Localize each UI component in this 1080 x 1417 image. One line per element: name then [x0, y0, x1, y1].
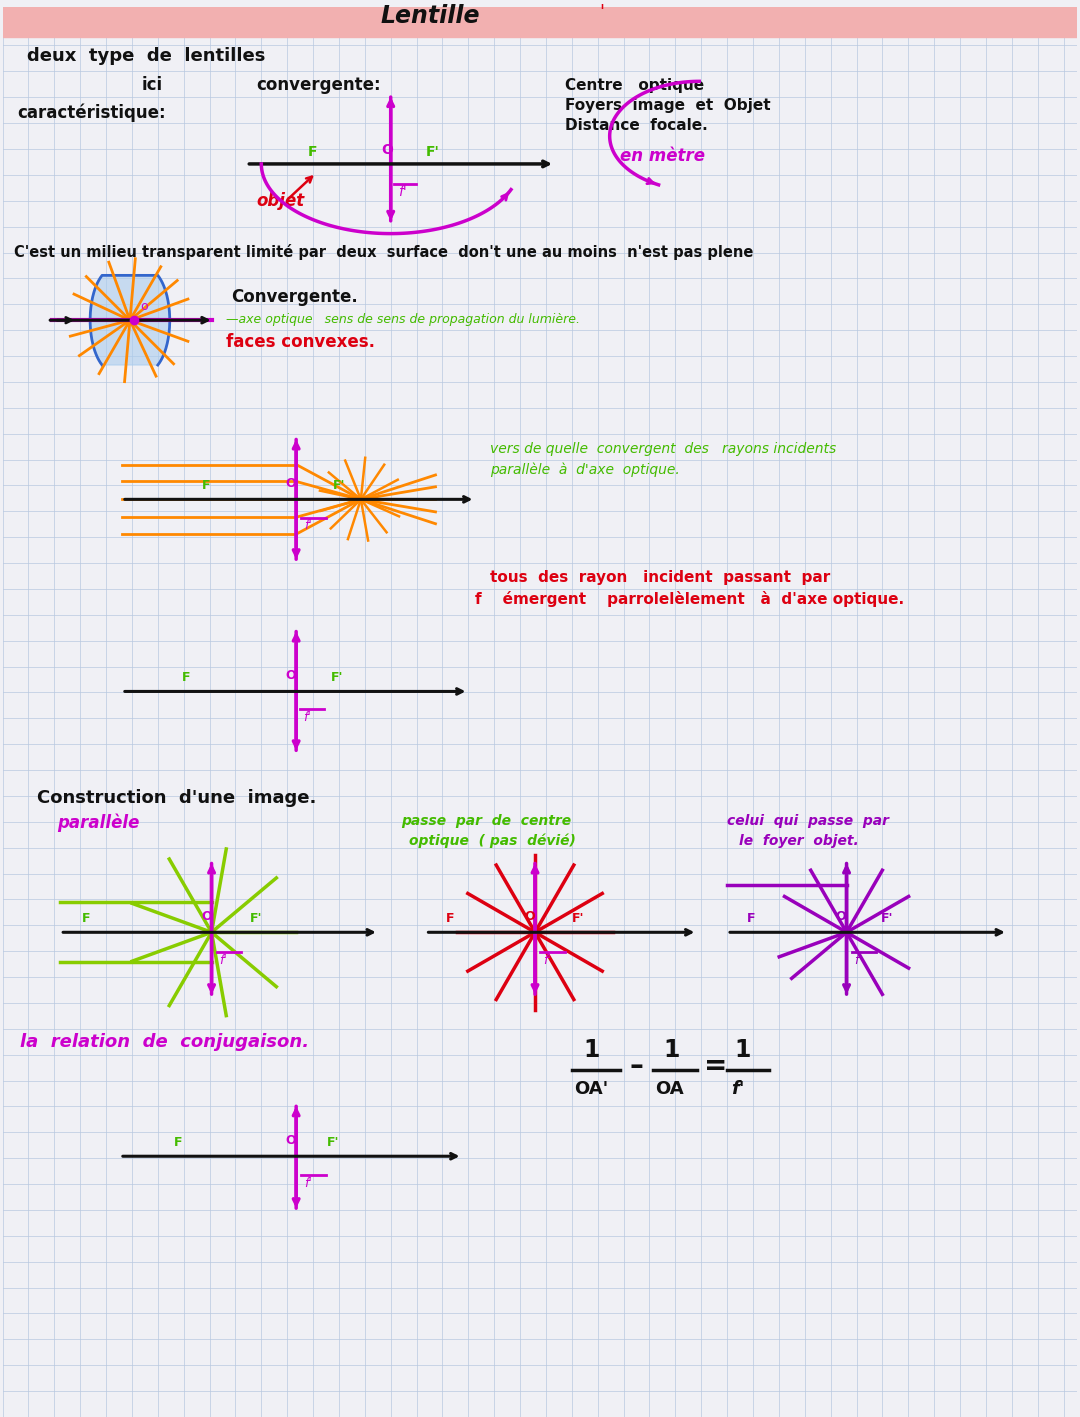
Text: caractéristique:: caractéristique: — [17, 103, 166, 122]
Text: F': F' — [330, 672, 343, 684]
Text: f': f' — [397, 184, 406, 198]
Polygon shape — [90, 275, 170, 366]
Text: –: – — [630, 1051, 644, 1080]
Text: Construction  d'une  image.: Construction d'une image. — [38, 789, 316, 806]
Text: C'est un milieu transparent limité par  deux  surface  don't une au moins  n'est: C'est un milieu transparent limité par d… — [14, 245, 754, 261]
Text: F': F' — [571, 913, 584, 925]
Text: passe  par  de  centre: passe par de centre — [401, 813, 571, 828]
Text: =: = — [704, 1051, 728, 1080]
Text: O: O — [285, 669, 296, 683]
Text: OA': OA' — [573, 1080, 608, 1098]
Text: faces convexes.: faces convexes. — [227, 333, 376, 351]
Text: la  relation  de  conjugaison.: la relation de conjugaison. — [21, 1033, 310, 1051]
Text: F: F — [181, 672, 190, 684]
Text: F: F — [82, 913, 91, 925]
Text: f': f' — [731, 1080, 744, 1098]
Text: F': F' — [327, 1136, 339, 1149]
Text: f': f' — [303, 711, 311, 724]
Bar — [2, 7, 1078, 37]
Text: Distance  focale.: Distance focale. — [565, 118, 707, 133]
Text: 1: 1 — [663, 1037, 679, 1061]
Text: o: o — [140, 300, 148, 313]
Text: le  foyer  objet.: le foyer objet. — [739, 833, 859, 847]
Text: F: F — [445, 913, 454, 925]
Text: O: O — [285, 1134, 296, 1148]
Text: f': f' — [305, 519, 312, 533]
Text: F': F' — [426, 145, 440, 159]
Text: O: O — [381, 143, 393, 157]
Text: 1: 1 — [734, 1037, 751, 1061]
Text: ici: ici — [141, 77, 163, 95]
Text: objet: objet — [256, 191, 305, 210]
Text: O: O — [524, 910, 535, 924]
Text: f': f' — [305, 1178, 312, 1190]
Text: Centre   optique: Centre optique — [565, 78, 704, 94]
Text: convergente:: convergente: — [256, 77, 381, 95]
Text: optique  ( pas  dévié): optique ( pas dévié) — [408, 833, 576, 847]
Text: ': ' — [599, 3, 605, 21]
Text: Convergente.: Convergente. — [231, 288, 359, 306]
Text: F: F — [174, 1136, 183, 1149]
Text: F': F' — [249, 913, 261, 925]
Text: Foyers  image  et  Objet: Foyers image et Objet — [565, 98, 770, 113]
Text: O: O — [202, 910, 213, 924]
Text: F: F — [747, 913, 756, 925]
Text: parallèle  à  d'axe  optique.: parallèle à d'axe optique. — [490, 463, 680, 478]
Text: F: F — [202, 479, 211, 492]
Text: O: O — [836, 910, 847, 924]
Text: f': f' — [219, 954, 227, 968]
Text: parallèle: parallèle — [57, 813, 139, 832]
Text: tous  des  rayon   incident  passant  par: tous des rayon incident passant par — [490, 570, 831, 585]
Text: O: O — [285, 478, 296, 490]
Text: F': F' — [333, 479, 346, 492]
Text: OA: OA — [656, 1080, 684, 1098]
Text: vers de quelle  convergent  des   rayons incidents: vers de quelle convergent des rayons inc… — [490, 442, 837, 456]
Text: —axe optique   sens de sens de propagation du lumière.: —axe optique sens de sens de propagation… — [227, 313, 580, 326]
Text: 1: 1 — [584, 1037, 600, 1061]
Text: F': F' — [880, 913, 893, 925]
Text: Lentille: Lentille — [381, 4, 481, 27]
Text: f    émergent    parrolelèlement   à  d'axe optique.: f émergent parrolelèlement à d'axe optiq… — [475, 591, 904, 606]
Text: en mètre: en mètre — [620, 147, 704, 164]
Text: celui  qui  passe  par: celui qui passe par — [727, 813, 889, 828]
Text: f': f' — [854, 954, 862, 968]
Text: deux  type  de  lentilles: deux type de lentilles — [27, 47, 266, 65]
Text: F: F — [308, 145, 318, 159]
Text: f': f' — [543, 954, 551, 968]
